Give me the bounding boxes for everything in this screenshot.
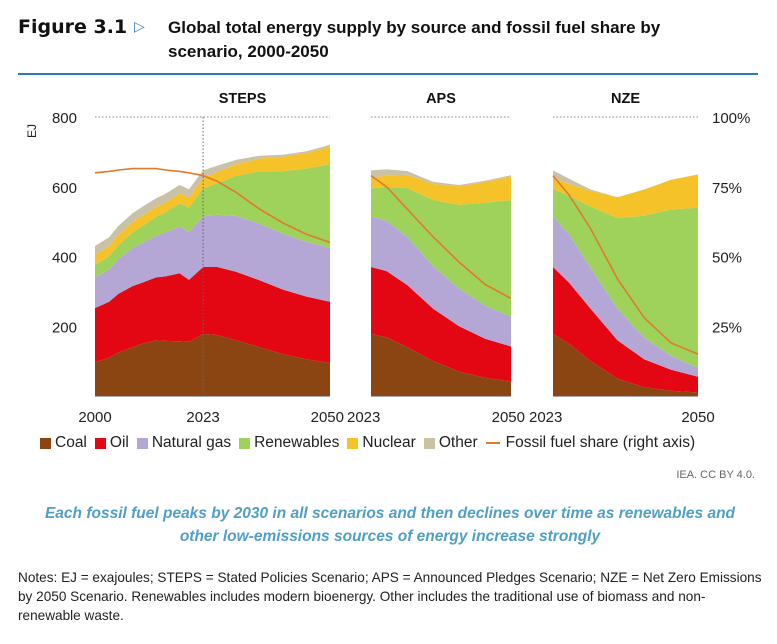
figure-arrow-icon: ▷ (134, 18, 145, 34)
aps-panel-title: APS (426, 91, 456, 107)
legend-swatch-natural-gas (136, 437, 148, 449)
legend-item-oil: Oil (94, 434, 129, 452)
legend-item-fossil-share: Fossil fuel share (right axis) (485, 434, 696, 452)
legend-label-coal: Coal (55, 434, 87, 451)
legend-swatch-nuclear (347, 437, 359, 449)
steps-x-tick-2050: 2050 (311, 409, 344, 426)
nze-area-coal (553, 333, 698, 396)
steps-area-nuclear (95, 146, 330, 265)
y2-tick-50: 50% (712, 250, 742, 267)
aps-area-nuclear (371, 174, 511, 205)
nze-area-oil (553, 267, 698, 393)
key-takeaway: Each fossil fuel peaks by 2030 in all sc… (44, 505, 736, 545)
legend-label-natural-gas: Natural gas (151, 434, 232, 451)
legend-swatch-oil (94, 437, 106, 449)
steps-x-tick-2000: 2000 (78, 409, 111, 426)
steps-area-natural-gas (95, 214, 330, 309)
header-divider (18, 73, 758, 75)
y2-tick-75: 75% (712, 180, 742, 197)
figure-title: Global total energy supply by source and… (168, 18, 661, 61)
aps-x-tick-2023: 2023 (347, 409, 380, 426)
y2-tick-25: 25% (712, 319, 742, 336)
nze-area-nuclear (553, 174, 698, 219)
legend-item-renewables: Renewables (239, 434, 339, 452)
steps-fossil-share-line (94, 167, 331, 244)
nze-area-natural-gas (553, 216, 698, 377)
legend-label-renewables: Renewables (254, 434, 340, 451)
aps-area-natural-gas (371, 216, 511, 347)
steps-area-renewables (95, 164, 330, 278)
nze-area-renewables (553, 188, 698, 369)
legend-item-coal: Coal (40, 434, 87, 452)
y2-tick-100: 100% (712, 110, 750, 127)
y-tick-400: 400 (52, 250, 77, 267)
figure-notes: Notes: EJ = exajoules; STEPS = Stated Po… (18, 570, 762, 623)
nze-fossil-share-line (552, 175, 699, 355)
steps-x-tick-2023: 2023 (186, 409, 219, 426)
aps-fossil-share-line (370, 174, 512, 300)
y-axis-label: EJ (25, 124, 39, 138)
steps-panel-title: STEPS (219, 91, 267, 107)
figure-header: Figure 3.1 ▷ Global total energy supply … (18, 14, 758, 70)
aps-x-tick-2050: 2050 (492, 409, 525, 426)
aps-area-coal (371, 333, 511, 396)
aps-area-other (371, 169, 511, 187)
nze-x-tick-2050: 2050 (681, 409, 714, 426)
legend-swatch-other (423, 437, 435, 449)
legend-label-oil: Oil (109, 434, 129, 451)
legend-item-nuclear: Nuclear (347, 434, 416, 452)
source-credit: IEA. CC BY 4.0. (676, 469, 755, 481)
legend-label-fossil-share: Fossil fuel share (right axis) (505, 434, 696, 451)
steps-area-oil (95, 267, 330, 363)
steps-area-coal (95, 333, 330, 396)
legend-item-natural-gas: Natural gas (136, 434, 232, 452)
legend-label-other: Other (438, 434, 478, 451)
y-tick-600: 600 (52, 180, 77, 197)
legend-item-other: Other (423, 434, 478, 452)
legend-swatch-renewables (239, 437, 251, 449)
figure-label: Figure 3.1 (18, 16, 128, 38)
y-tick-800: 800 (52, 110, 77, 127)
aps-area-renewables (371, 186, 511, 317)
y-tick-200: 200 (52, 319, 77, 336)
chart-legend: Coal Oil Natural gas Renewables Nuclear … (40, 433, 770, 453)
nze-panel-title: NZE (611, 91, 640, 107)
legend-swatch-fossil-share (485, 442, 500, 444)
nze-x-tick-2023: 2023 (529, 409, 562, 426)
energy-supply-chart: EJ 200 400 600 800 25% 50% 75% 100% STEPS 2000 2023… (25, 91, 750, 426)
aps-area-oil (371, 267, 511, 382)
legend-label-nuclear: Nuclear (362, 434, 416, 451)
legend-swatch-coal (40, 437, 51, 449)
